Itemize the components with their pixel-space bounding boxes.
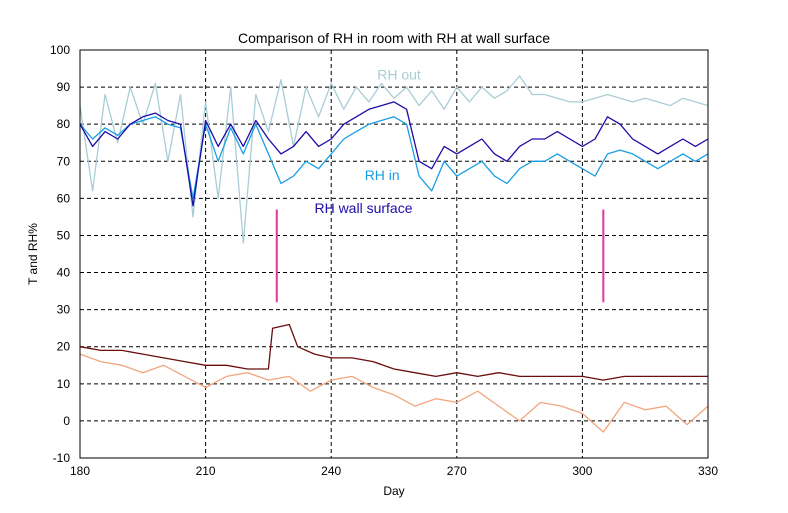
y-tick-label-11: 100 xyxy=(50,43,70,57)
x-axis-label: Day xyxy=(383,484,404,498)
annotation-1: RH in xyxy=(365,167,400,183)
y-tick-label-5: 40 xyxy=(57,266,71,280)
annotation-0: RH out xyxy=(377,67,421,83)
series-layer xyxy=(79,75,709,433)
x-tick-label-2: 240 xyxy=(321,464,341,478)
y-tick-label-0: -10 xyxy=(53,451,71,465)
y-ticks: -10 0 10 20 30 40 50 60 70 80 90 100 xyxy=(50,43,70,465)
annotations-layer: RH out RH in RH wall surface xyxy=(314,67,420,217)
markers-layer xyxy=(275,209,605,303)
y-tick-label-10: 90 xyxy=(57,80,71,94)
y-tick-label-7: 60 xyxy=(57,191,71,205)
grid xyxy=(80,50,708,458)
y-tick-label-3: 20 xyxy=(57,340,71,354)
x-tick-label-0: 180 xyxy=(70,464,90,478)
y-tick-label-8: 70 xyxy=(57,154,71,168)
y-tick-label-1: 0 xyxy=(63,414,70,428)
chart-title: Comparison of RH in room with RH at wall… xyxy=(238,30,550,46)
x-tick-label-3: 270 xyxy=(447,464,467,478)
x-tick-label-4: 300 xyxy=(572,464,592,478)
series-line-t-in xyxy=(79,323,708,381)
x-tick-label-5: 330 xyxy=(698,464,718,478)
series-line-rh-out xyxy=(79,75,709,244)
x-tick-label-1: 210 xyxy=(196,464,216,478)
series-line-t-out xyxy=(79,353,709,433)
y-axis-label: T and RH% xyxy=(26,223,40,285)
y-tick-label-6: 50 xyxy=(57,228,71,242)
y-tick-label-2: 10 xyxy=(57,377,71,391)
x-ticks: 180 210 240 270 300 330 xyxy=(70,464,718,478)
annotation-2: RH wall surface xyxy=(314,200,412,216)
plot-frame xyxy=(79,49,709,459)
y-tick-label-9: 80 xyxy=(57,117,71,131)
series-line-rh-wall-surface xyxy=(79,101,709,207)
y-tick-label-4: 30 xyxy=(57,303,71,317)
